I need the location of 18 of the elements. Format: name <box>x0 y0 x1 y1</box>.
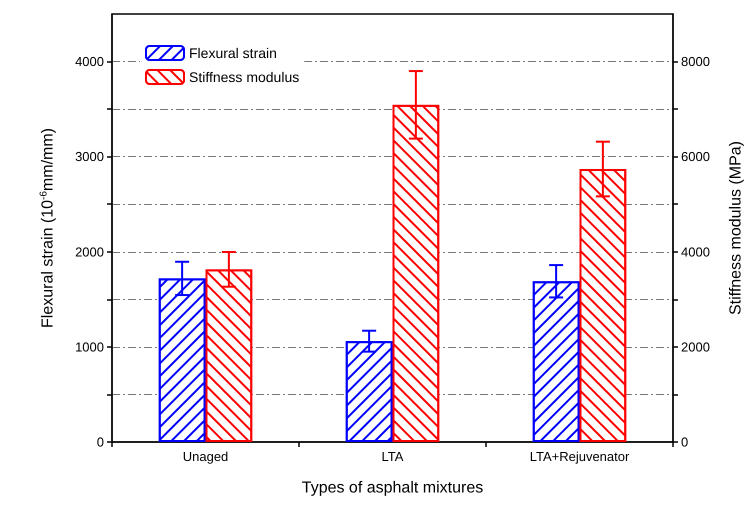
y2-tick-label: 4000 <box>681 244 710 260</box>
y2-tick-label: 8000 <box>681 54 710 70</box>
x-tick-label: Unaged <box>182 449 228 464</box>
y-tick-label: 1000 <box>75 339 104 354</box>
y2-tick-label: 0 <box>681 434 688 450</box>
x-tick-label: LTA+Rejuvenator <box>530 449 630 464</box>
y2-axis-title: Stiffness modulus (MPa) <box>728 141 744 315</box>
y-tick-label: 0 <box>96 434 104 450</box>
y-tick-label: 2000 <box>75 244 104 260</box>
x-axis-title: Types of asphalt mixtures <box>302 480 484 496</box>
legend-label: Stiffness modulus <box>189 69 300 85</box>
y-tick-label: 3000 <box>75 149 104 164</box>
y-axis-title: Flexural strain (10-6mm/mm) <box>38 128 56 328</box>
y2-tick-label: 2000 <box>681 339 710 354</box>
x-tick-label: LTA <box>382 449 404 464</box>
y2-tick-label: 6000 <box>681 149 710 164</box>
legend-label: Flexural strain <box>189 45 277 61</box>
y-tick-label: 4000 <box>75 54 104 70</box>
